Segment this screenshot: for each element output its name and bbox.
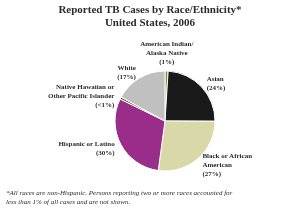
- svg-text:American Indian/Alaska Native(: American Indian/Alaska Native(1%): [140, 40, 194, 66]
- svg-text:Asian(24%): Asian(24%): [207, 75, 226, 92]
- html-text:Reported TB Cases by Race/Ethn: Reported TB Cases by Race/Ethnicity*: [58, 3, 242, 15]
- svg-text:White(17%): White(17%): [117, 64, 136, 81]
- svg-text:Native Hawaiian orOther Pacifi: Native Hawaiian orOther Pacific Islander…: [48, 83, 115, 109]
- html-text:*All races are non-Hispanic. P: *All races are non-Hispanic. Persons rep…: [6, 189, 233, 206]
- svg-text:Black or AfricanAmerican(27%): Black or AfricanAmerican(27%): [202, 152, 252, 178]
- svg-text:Hispanic or Latino(30%): Hispanic or Latino(30%): [58, 140, 115, 157]
- html-text:United States, 2006: United States, 2006: [104, 16, 196, 28]
